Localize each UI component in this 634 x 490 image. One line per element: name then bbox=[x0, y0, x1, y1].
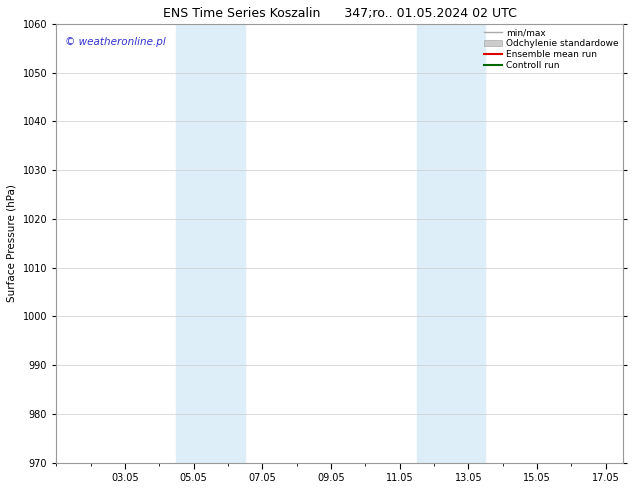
Y-axis label: Surface Pressure (hPa): Surface Pressure (hPa) bbox=[7, 184, 17, 302]
Legend: min/max, Odchylenie standardowe, Ensemble mean run, Controll run: min/max, Odchylenie standardowe, Ensembl… bbox=[482, 26, 620, 72]
Bar bbox=[417, 24, 486, 463]
Text: © weatheronline.pl: © weatheronline.pl bbox=[65, 37, 165, 47]
Bar bbox=[176, 24, 245, 463]
Title: ENS Time Series Koszalin      347;ro.. 01.05.2024 02 UTC: ENS Time Series Koszalin 347;ro.. 01.05.… bbox=[162, 7, 517, 20]
